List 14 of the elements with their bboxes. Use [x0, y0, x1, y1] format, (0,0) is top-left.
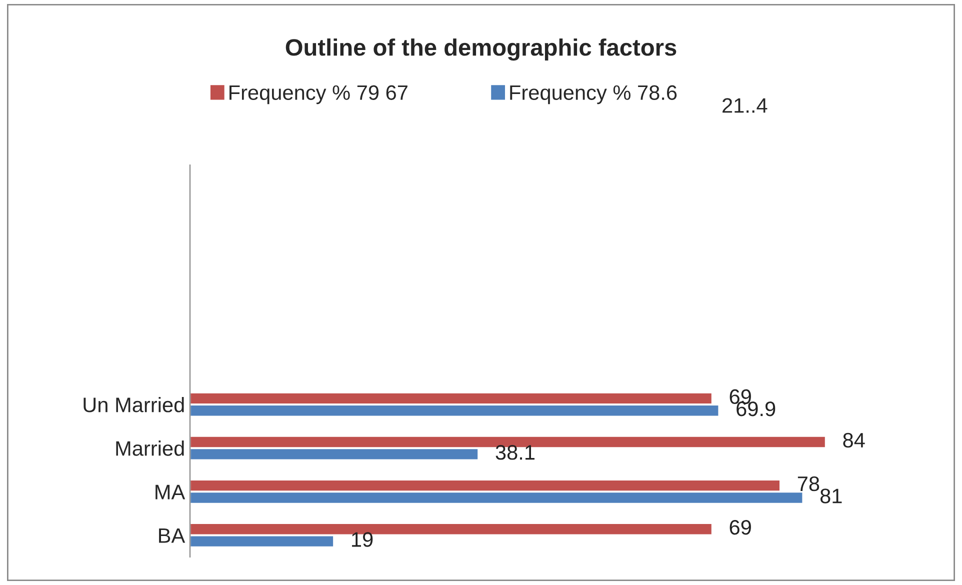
y-tick-label: Un Married — [84, 397, 184, 412]
data-label: 81 — [820, 488, 842, 504]
chart-title: Outline of the demographic factors — [286, 38, 676, 61]
data-label: 84 — [843, 432, 865, 448]
y-tick-label: MA — [156, 484, 186, 500]
legend-label: Frequency % 79 67 — [230, 85, 408, 104]
data-label: 38.1 — [496, 445, 534, 460]
y-tick-label: Married — [116, 440, 184, 456]
data-label: 19 — [352, 532, 373, 547]
legend-label: Frequency % 78.6 — [510, 85, 677, 104]
data-label: 69 — [730, 520, 751, 535]
y-tick-label: BA — [159, 528, 186, 543]
data-label: 78 — [798, 476, 820, 492]
text: 21..4 — [722, 98, 768, 113]
